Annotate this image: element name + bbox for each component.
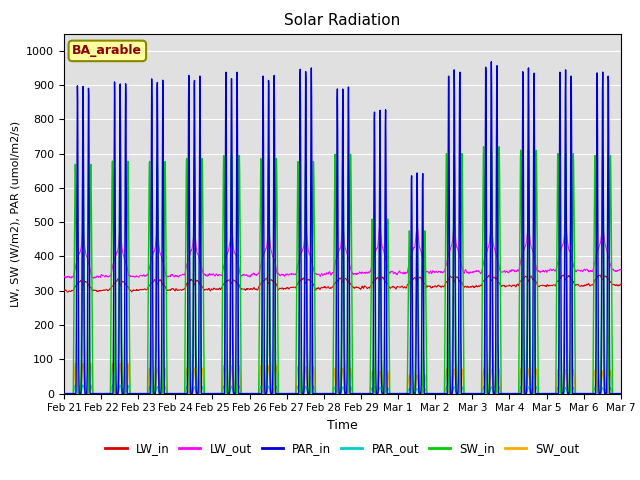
Text: BA_arable: BA_arable	[72, 44, 142, 58]
Title: Solar Radiation: Solar Radiation	[284, 13, 401, 28]
Y-axis label: LW, SW (W/m2), PAR (umol/m2/s): LW, SW (W/m2), PAR (umol/m2/s)	[11, 120, 20, 307]
Legend: LW_in, LW_out, PAR_in, PAR_out, SW_in, SW_out: LW_in, LW_out, PAR_in, PAR_out, SW_in, S…	[100, 437, 584, 460]
X-axis label: Time: Time	[327, 419, 358, 432]
